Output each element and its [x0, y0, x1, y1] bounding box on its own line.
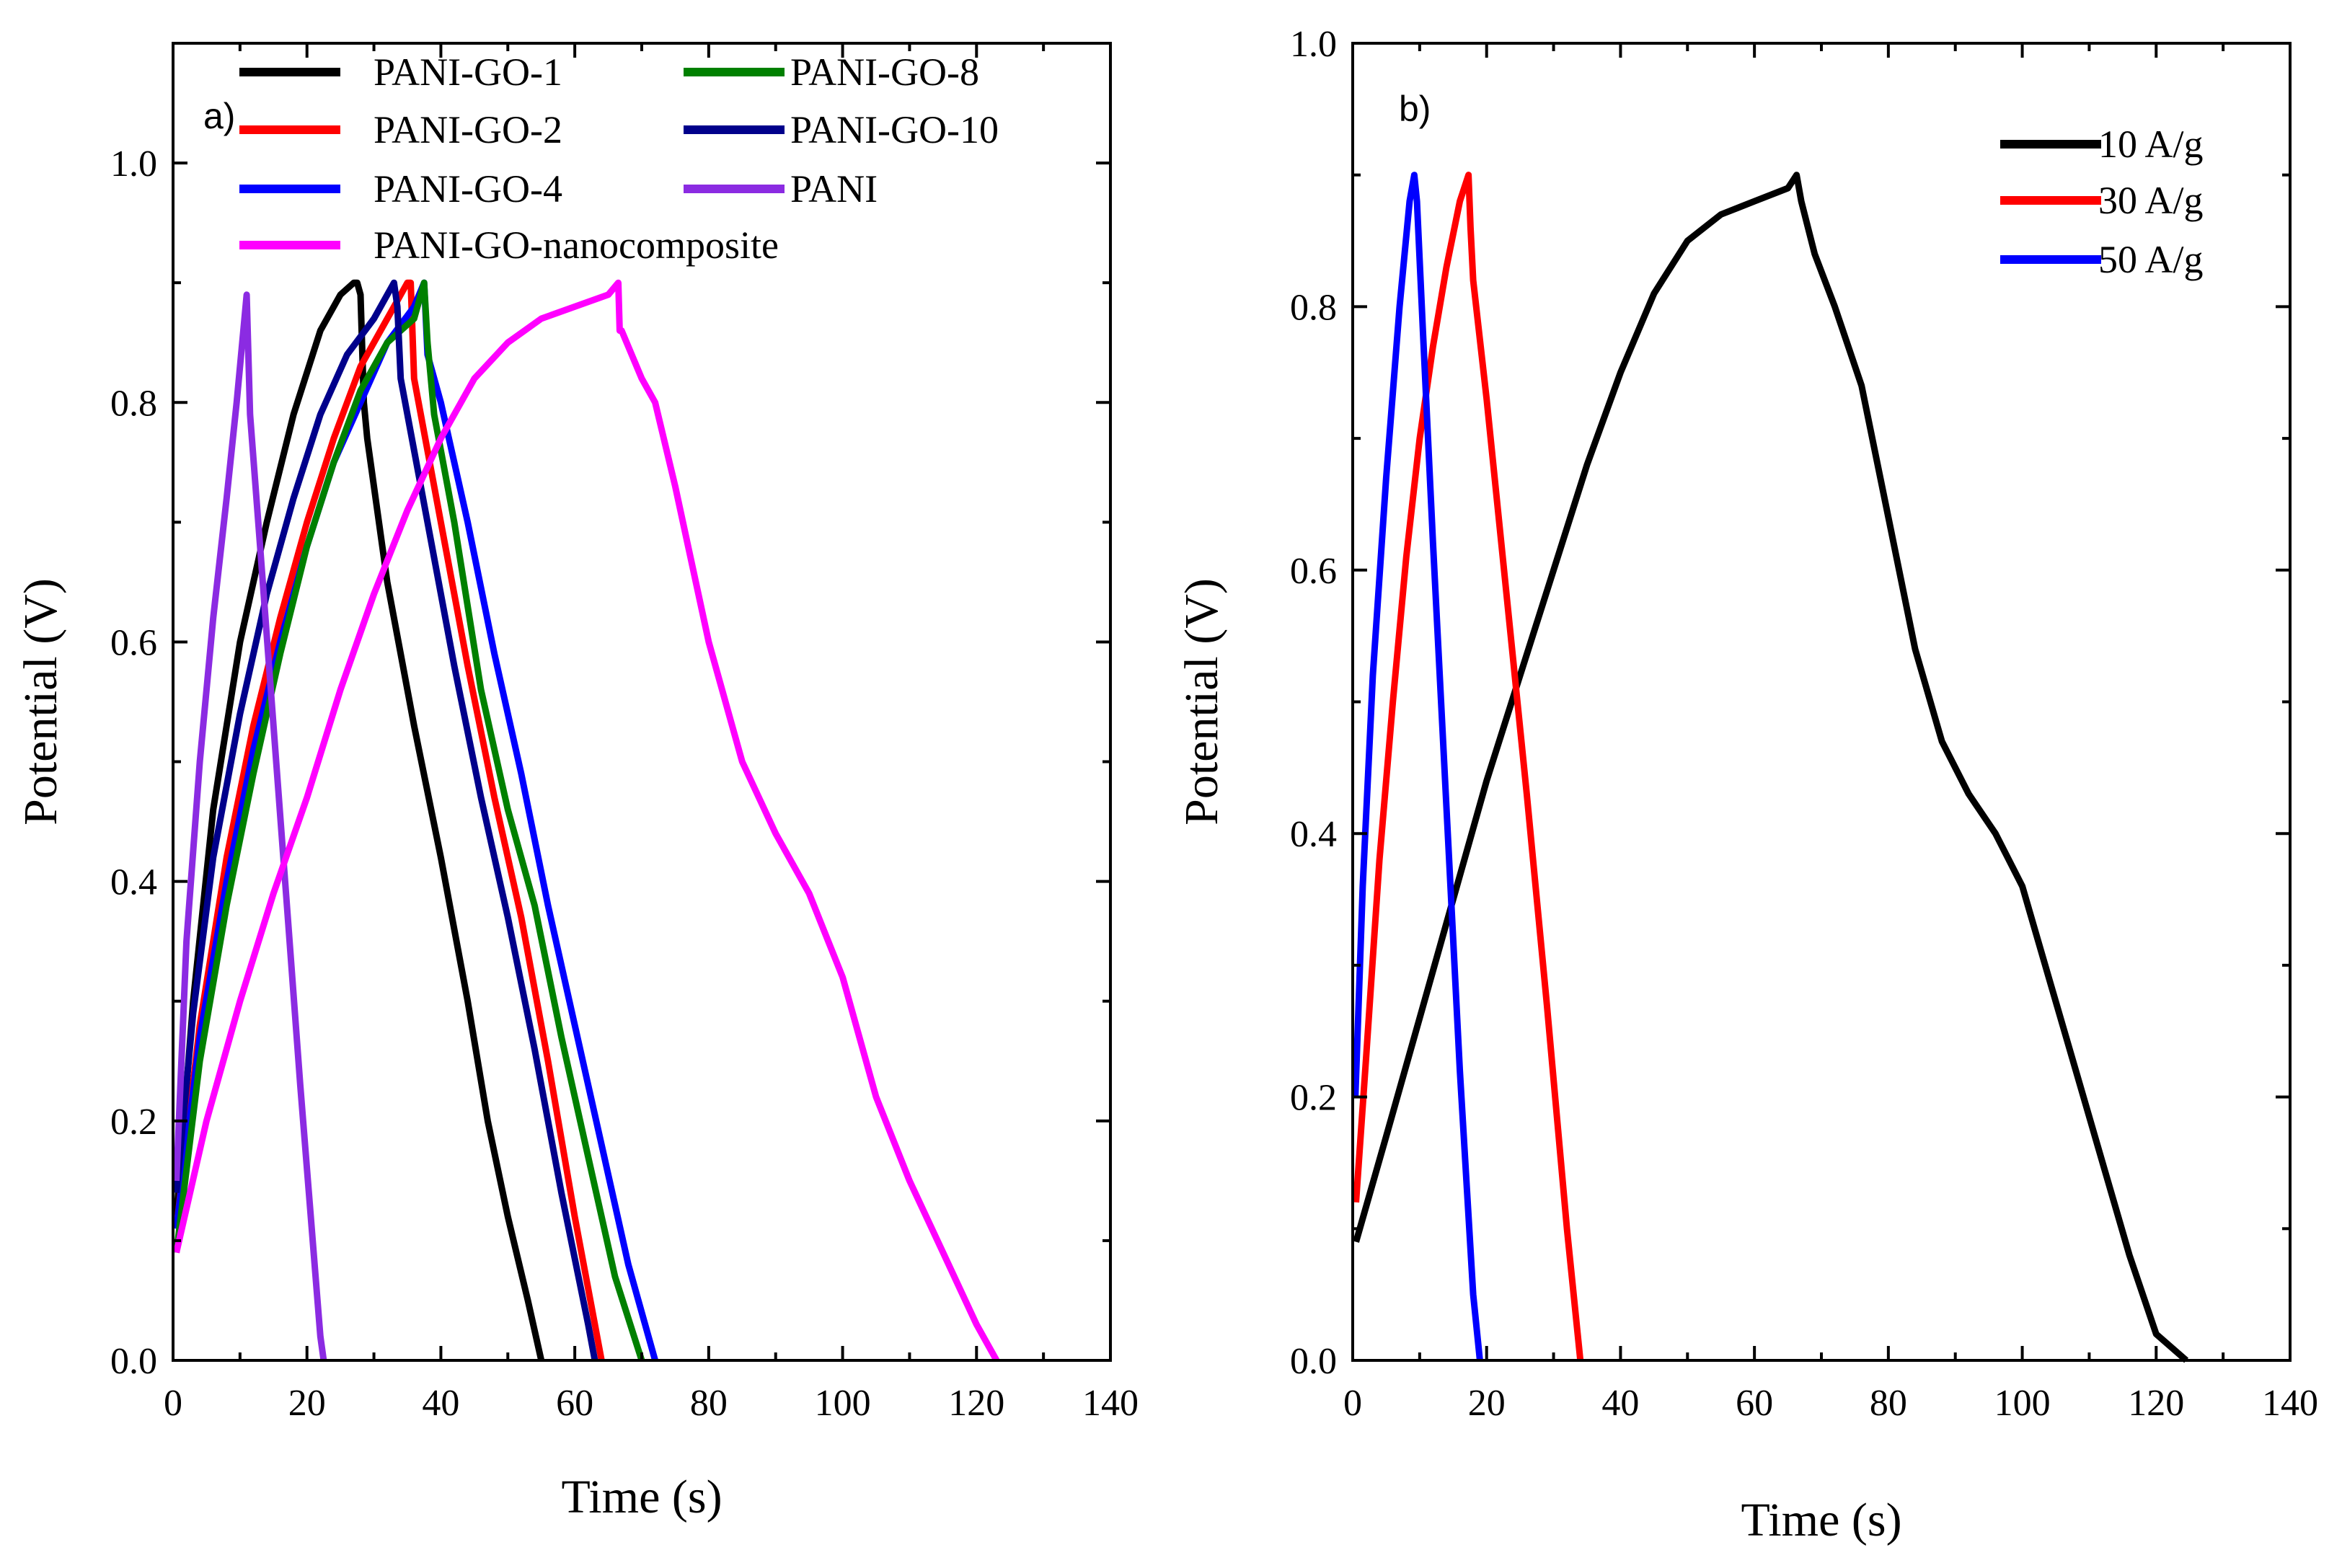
- panel-a-series-pani-go-2: [173, 279, 605, 1361]
- panel-b-y-tick-label: 0.4: [1290, 814, 1337, 855]
- panel-b-y-axis-title: Potential (V): [1175, 578, 1228, 825]
- panel-a-series-pani: [173, 291, 327, 1361]
- panel-a-y-tick-label: 0.4: [110, 862, 157, 903]
- panel-a-x-tick-label: 120: [948, 1383, 1004, 1424]
- panel-b-legend: 10 A/g 30 A/g 50 A/g: [2000, 123, 2204, 281]
- panel-a-y-tick-label: 0.8: [110, 383, 157, 424]
- panel-b-x-tick-label: 80: [1870, 1383, 1907, 1424]
- panel-b-legend-label: 10 A/g: [2098, 123, 2204, 166]
- panel-a-y-tick-label: 0.2: [110, 1102, 157, 1143]
- panel-a-x-tick-label: 40: [422, 1383, 459, 1424]
- panel-a-legend: PANI-GO-1 PANI-GO-2 PANI-GO-4 PANI-GO-8 PANI…: [239, 50, 999, 267]
- panel-a-series-pani-go-1: [173, 279, 545, 1361]
- panel-b-y-tick-label: 0.2: [1290, 1078, 1337, 1119]
- panel-b-x-tick-label: 0: [1343, 1383, 1362, 1424]
- panel-b-series-10-a-g: [1353, 172, 2189, 1363]
- panel-b-y-tick-label: 0.0: [1290, 1341, 1337, 1382]
- panel-b-y-tick-label: 0.6: [1290, 551, 1337, 592]
- panel-a-x-tick-label: 140: [1082, 1383, 1139, 1424]
- panel-a-y-tick-label: 0.0: [110, 1341, 157, 1382]
- panel-b-legend-label: 30 A/g: [2098, 179, 2204, 222]
- panel-b-legend-label: 50 A/g: [2098, 238, 2204, 281]
- panel-a-series-pani-go-nanocomposite: [173, 279, 1000, 1363]
- panel-b-y-tick-label: 0.8: [1290, 287, 1337, 328]
- panel-a-y-tick-label: 1.0: [110, 143, 157, 185]
- panel-a-x-tick-label: 80: [690, 1383, 728, 1424]
- panel-b-panel-label: b): [1399, 89, 1431, 129]
- panel-a-legend-label: PANI: [790, 167, 878, 211]
- panel-a-panel-label: a): [203, 96, 235, 136]
- panel-b-series-50-a-g: [1352, 172, 1483, 1361]
- panel-a-legend-label: PANI-GO-10: [790, 108, 999, 151]
- panel-a-x-tick-label: 60: [556, 1383, 593, 1424]
- panel-b-x-tick-label: 140: [2262, 1383, 2318, 1424]
- panel-a-x-axis-title: Time (s): [561, 1471, 722, 1523]
- panel-b-x-tick-label: 120: [2128, 1383, 2184, 1424]
- panel-a-y-tick-label: 0.6: [110, 622, 157, 663]
- panel-a-legend-label: PANI-GO-2: [374, 108, 562, 151]
- panel-b-y-tick-label: 1.0: [1290, 24, 1337, 65]
- panel-a-y-axis-title: Potential (V): [14, 578, 67, 825]
- panel-a-series-pani-go-8: [173, 279, 645, 1362]
- panel-a-legend-label: PANI-GO-1: [374, 50, 562, 94]
- panel-b-chart: 0 20 40 60 80 100 120 140 0.0 0.2 0.4 0.6 0.8 1.0 Time…: [1175, 24, 2318, 1546]
- panel-b-x-tick-label: 20: [1468, 1383, 1506, 1424]
- panel-a-legend-label: PANI-GO-4: [374, 167, 562, 211]
- panel-a-legend-label: PANI-GO-nanocomposite: [374, 223, 779, 267]
- panel-a-x-tick-label: 0: [164, 1383, 182, 1424]
- panel-b-series-30-a-g: [1353, 172, 1584, 1361]
- panel-b-x-tick-label: 100: [1994, 1383, 2051, 1424]
- panel-a-series-pani-go-10: [173, 279, 598, 1361]
- panel-b-x-tick-label: 40: [1601, 1383, 1639, 1424]
- panel-a-x-tick-label: 100: [815, 1383, 871, 1424]
- panel-a-chart: 0 20 40 60 80 100 120 140 0.0 0.2 0.4 0.6 0.8 1.0 Time…: [14, 42, 1139, 1523]
- panel-a-x-tick-label: 20: [288, 1383, 326, 1424]
- panel-a-legend-label: PANI-GO-8: [790, 50, 979, 94]
- panel-b-x-tick-label: 60: [1736, 1383, 1773, 1424]
- panel-b-x-axis-title: Time (s): [1741, 1494, 1901, 1546]
